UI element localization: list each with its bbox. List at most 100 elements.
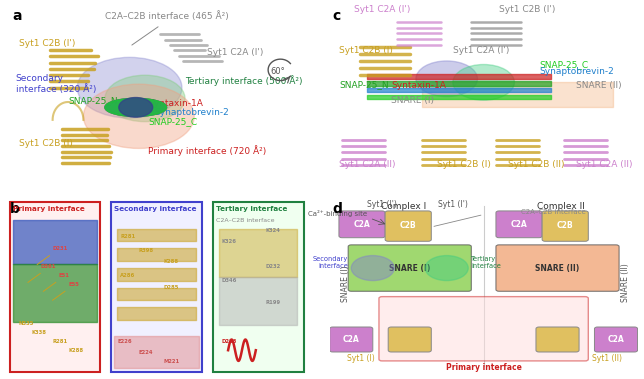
Circle shape: [105, 75, 185, 122]
Text: SNAP-25_N: SNAP-25_N: [68, 96, 118, 105]
Text: Syt1 (I'): Syt1 (I'): [367, 200, 397, 209]
FancyBboxPatch shape: [330, 327, 373, 352]
Text: SNAP-25_C: SNAP-25_C: [539, 60, 588, 69]
Text: Syt1 C2A (II): Syt1 C2A (II): [339, 160, 395, 169]
Text: Complex I: Complex I: [381, 202, 426, 211]
Text: SNARE (II): SNARE (II): [576, 81, 621, 91]
Circle shape: [351, 255, 394, 280]
Text: Syt1 C2A (II): Syt1 C2A (II): [576, 160, 632, 169]
Text: C2B: C2B: [401, 335, 418, 344]
Text: D361: D361: [41, 264, 56, 269]
Text: SNARE (II): SNARE (II): [535, 263, 580, 273]
Text: A286: A286: [120, 273, 136, 278]
Circle shape: [425, 255, 468, 280]
Text: Syt1 C2B (II): Syt1 C2B (II): [508, 160, 565, 169]
Text: Syt1 (II): Syt1 (II): [592, 354, 621, 363]
Text: R281: R281: [53, 339, 68, 344]
Text: R398: R398: [139, 248, 154, 253]
FancyBboxPatch shape: [388, 327, 431, 352]
Text: C2A: C2A: [354, 220, 370, 229]
Text: Syt1 C2B (I): Syt1 C2B (I): [339, 46, 393, 55]
FancyBboxPatch shape: [594, 327, 638, 352]
Circle shape: [77, 57, 182, 118]
Text: Ca²⁺-binding site: Ca²⁺-binding site: [308, 210, 366, 217]
Text: C2A–C2B interface: C2A–C2B interface: [520, 210, 585, 216]
FancyBboxPatch shape: [385, 211, 431, 241]
Text: E226: E226: [117, 339, 132, 344]
Text: SNARE (II): SNARE (II): [621, 263, 630, 302]
Text: D213: D213: [222, 339, 238, 344]
Text: SNAP-25_C: SNAP-25_C: [148, 117, 197, 126]
Text: C2B: C2B: [400, 221, 417, 230]
Text: SNAP-25_N: SNAP-25_N: [339, 80, 388, 89]
Text: E55: E55: [68, 282, 79, 287]
Text: Secondary interface: Secondary interface: [114, 205, 196, 211]
Text: Secondary
interface: Secondary interface: [313, 256, 348, 269]
FancyBboxPatch shape: [536, 327, 579, 352]
Text: D346: D346: [222, 278, 238, 283]
Text: a: a: [13, 9, 22, 23]
FancyBboxPatch shape: [213, 202, 303, 372]
Text: SNARE (I): SNARE (I): [389, 263, 430, 273]
Polygon shape: [105, 99, 167, 116]
Text: M221: M221: [164, 359, 180, 364]
Text: C2B: C2B: [549, 335, 566, 344]
Text: R199: R199: [265, 300, 280, 305]
Text: Tertiary interface (500 Å²): Tertiary interface (500 Å²): [185, 75, 303, 86]
FancyBboxPatch shape: [348, 245, 471, 291]
Text: Syt1 C2A (I'): Syt1 C2A (I'): [207, 47, 263, 56]
Text: K324: K324: [265, 229, 280, 233]
Text: Syntaxin-1A: Syntaxin-1A: [148, 99, 203, 108]
Polygon shape: [105, 99, 167, 116]
Text: C2A: C2A: [608, 335, 625, 344]
FancyBboxPatch shape: [111, 202, 202, 372]
FancyBboxPatch shape: [339, 211, 385, 238]
Text: Tertiary
interface: Tertiary interface: [471, 256, 501, 269]
Text: d: d: [333, 202, 343, 216]
Text: E51: E51: [59, 273, 70, 278]
Text: Primary interface (720 Å²): Primary interface (720 Å²): [148, 145, 267, 156]
Text: Synaptobrevin-2: Synaptobrevin-2: [154, 108, 229, 117]
Text: Syt1 C2B (I): Syt1 C2B (I): [437, 160, 491, 169]
FancyBboxPatch shape: [542, 211, 589, 241]
Text: K288: K288: [164, 259, 178, 264]
Circle shape: [84, 84, 194, 149]
Text: c: c: [333, 9, 341, 23]
Text: N335: N335: [19, 321, 34, 326]
Text: 60°: 60°: [270, 67, 285, 76]
Polygon shape: [105, 99, 167, 116]
Text: Syt1 C2B (I'): Syt1 C2B (I'): [499, 5, 555, 14]
Text: SNARE (I): SNARE (I): [341, 266, 350, 302]
Text: C2A: C2A: [511, 220, 527, 229]
Text: D232: D232: [265, 264, 280, 269]
Text: Secondary
interface (320 Å²): Secondary interface (320 Å²): [15, 74, 96, 94]
Circle shape: [416, 61, 477, 97]
Text: SNARE (I): SNARE (I): [392, 96, 434, 105]
FancyBboxPatch shape: [10, 202, 100, 372]
Text: Synaptobrevin-2: Synaptobrevin-2: [539, 67, 614, 76]
Text: E224: E224: [139, 350, 153, 355]
FancyBboxPatch shape: [379, 297, 589, 361]
Text: K288: K288: [68, 348, 83, 353]
Text: D231: D231: [53, 246, 68, 251]
Text: Syntaxin-1A: Syntaxin-1A: [392, 81, 446, 91]
Text: Tertiary interface: Tertiary interface: [216, 205, 287, 211]
Text: Syt1 C2B (I'): Syt1 C2B (I'): [19, 39, 75, 48]
Text: Syt1 C2A (I'): Syt1 C2A (I'): [453, 46, 509, 55]
Text: Complex II: Complex II: [536, 202, 585, 211]
Text: C2B: C2B: [557, 221, 574, 230]
FancyBboxPatch shape: [496, 245, 619, 291]
Text: D285: D285: [164, 285, 179, 290]
Text: Primary interface: Primary interface: [13, 205, 84, 211]
Text: C2A: C2A: [343, 335, 359, 344]
Text: K338: K338: [31, 330, 46, 335]
Polygon shape: [105, 99, 167, 116]
Text: Syt1 C2B (I): Syt1 C2B (I): [19, 139, 73, 147]
Text: K326: K326: [222, 239, 237, 244]
FancyBboxPatch shape: [496, 211, 542, 238]
Text: Primary interface: Primary interface: [446, 363, 522, 372]
Circle shape: [453, 64, 515, 100]
Circle shape: [118, 97, 153, 117]
Text: C2A–C2B interface (465 Å²): C2A–C2B interface (465 Å²): [105, 11, 229, 21]
Text: Syt1 (I'): Syt1 (I'): [438, 200, 468, 209]
